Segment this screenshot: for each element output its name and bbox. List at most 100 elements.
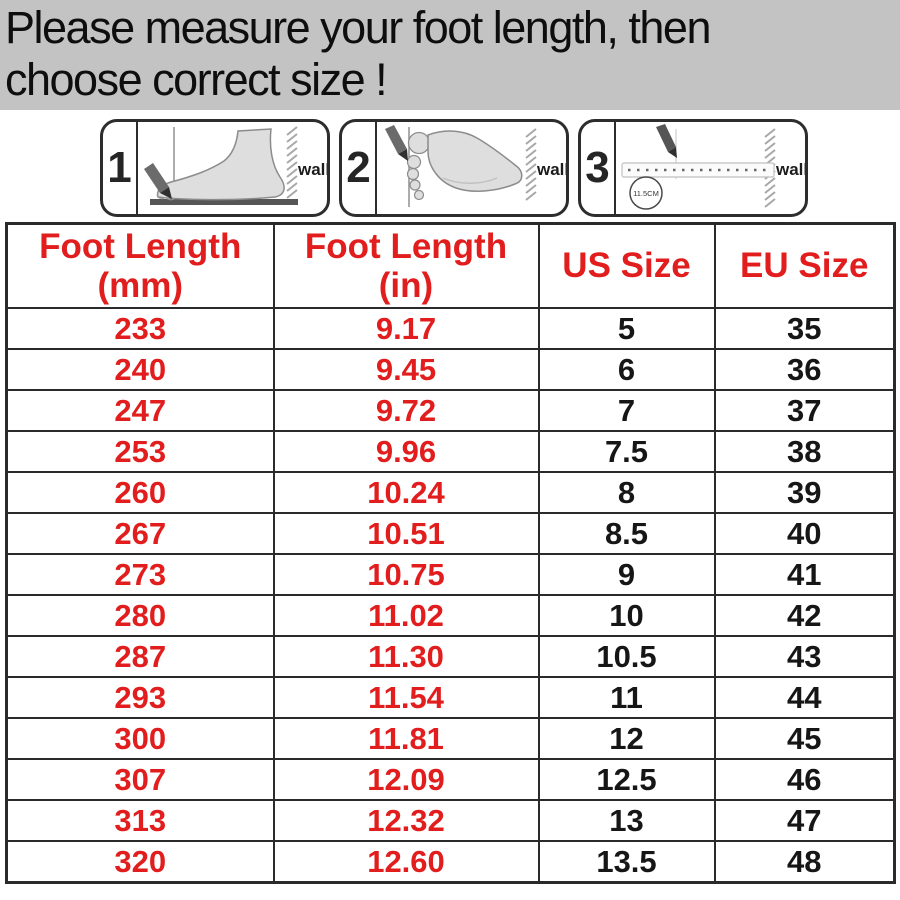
cell-us-size: 7.5: [537, 430, 716, 473]
table-row: 287 11.30 10.5 43: [5, 635, 896, 678]
ground-line: [150, 199, 298, 205]
tape: [621, 162, 775, 178]
measure-step-1: 1 wall: [100, 119, 330, 217]
col-header-foot-mm: Foot Length (mm): [5, 222, 275, 309]
cell-eu-size: 38: [713, 430, 896, 473]
ruler-icon: [621, 162, 775, 178]
cell-us-size: 12.5: [537, 758, 716, 801]
big-toe: [407, 131, 431, 155]
cell-foot-mm: 307: [5, 758, 275, 801]
cell-foot-in: 10.51: [272, 512, 540, 555]
cell-foot-mm: 233: [5, 307, 275, 350]
table-row: 267 10.51 8.5 40: [5, 512, 896, 555]
cell-foot-in: 9.72: [272, 389, 540, 432]
cell-eu-size: 36: [713, 348, 896, 391]
header-title-line1: Please measure your foot length, then: [5, 2, 711, 53]
wall-label: wall: [775, 160, 805, 179]
cell-eu-size: 35: [713, 307, 896, 350]
cell-foot-mm: 240: [5, 348, 275, 391]
cell-foot-mm: 280: [5, 594, 275, 637]
cell-us-size: 10.5: [537, 635, 716, 678]
cell-foot-mm: 253: [5, 430, 275, 473]
cell-eu-size: 42: [713, 594, 896, 637]
cell-eu-size: 44: [713, 676, 896, 719]
measure-step-2: 2 wall: [339, 119, 569, 217]
table-row: 300 11.81 12 45: [5, 717, 896, 760]
footprint-icon: [406, 130, 523, 201]
cell-eu-size: 45: [713, 717, 896, 760]
sole: [427, 130, 523, 192]
foot-side-measure-illustration: wall: [144, 126, 327, 205]
cell-foot-mm: 300: [5, 717, 275, 760]
cell-us-size: 12: [537, 717, 716, 760]
cell-eu-size: 37: [713, 389, 896, 432]
pencil-tip: [668, 147, 677, 158]
cell-eu-size: 40: [713, 512, 896, 555]
wall-hatch: [286, 126, 298, 199]
table-row: 307 12.09 12.5 46: [5, 758, 896, 801]
table-row: 260 10.24 8 39: [5, 471, 896, 514]
cell-foot-mm: 313: [5, 799, 275, 842]
cell-us-size: 13: [537, 799, 716, 842]
sole-shade: [442, 177, 498, 184]
cell-foot-mm: 273: [5, 553, 275, 596]
step-1-number: 1: [103, 122, 138, 214]
cell-foot-in: 12.09: [272, 758, 540, 801]
cell-foot-in: 10.24: [272, 471, 540, 514]
cell-us-size: 5: [537, 307, 716, 350]
footprint-measure-illustration: wall: [385, 125, 566, 207]
measurement-badge: 11.5CM: [629, 176, 663, 210]
table-row: 320 12.60 13.5 48: [5, 840, 896, 884]
cell-eu-size: 41: [713, 553, 896, 596]
cell-foot-in: 9.96: [272, 430, 540, 473]
cell-us-size: 10: [537, 594, 716, 637]
toe-detail: [156, 194, 176, 201]
toe: [406, 167, 420, 181]
pencil-tip: [160, 187, 172, 199]
table-row: 240 9.45 6 36: [5, 348, 896, 391]
step-3-number: 3: [581, 122, 616, 214]
wall-hatch: [525, 128, 537, 201]
cell-eu-size: 43: [713, 635, 896, 678]
foot-side-icon: [156, 128, 285, 201]
cell-foot-in: 9.45: [272, 348, 540, 391]
cell-foot-in: 12.60: [272, 840, 540, 884]
cell-foot-in: 11.81: [272, 717, 540, 760]
pencil-icon: [144, 163, 172, 199]
table-row: 233 9.17 5 35: [5, 307, 896, 350]
wall-label: wall: [536, 160, 566, 179]
cell-foot-mm: 247: [5, 389, 275, 432]
pencil-body: [656, 124, 676, 152]
cell-us-size: 8.5: [537, 512, 716, 555]
toe: [409, 179, 421, 191]
cell-us-size: 11: [537, 676, 716, 719]
pencil-body: [385, 125, 407, 154]
cell-eu-size: 39: [713, 471, 896, 514]
cell-us-size: 9: [537, 553, 716, 596]
cell-us-size: 8: [537, 471, 716, 514]
pencil-icon: [656, 124, 677, 158]
table-row: 247 9.72 7 37: [5, 389, 896, 432]
measurement-value: 11.5CM: [633, 189, 659, 198]
cell-us-size: 13.5: [537, 840, 716, 884]
cell-foot-mm: 287: [5, 635, 275, 678]
cell-foot-in: 11.54: [272, 676, 540, 719]
badge-circle: [629, 176, 663, 210]
table-row: 253 9.96 7.5 38: [5, 430, 896, 473]
cell-foot-mm: 267: [5, 512, 275, 555]
measure-step-3: 3 11.5CM wall: [578, 119, 808, 217]
table-row: 280 11.02 10 42: [5, 594, 896, 637]
col-header-us-size: US Size: [537, 222, 716, 309]
table-row: 313 12.32 13 47: [5, 799, 896, 842]
cell-foot-mm: 293: [5, 676, 275, 719]
pencil-icon: [385, 125, 408, 161]
table-row: 273 10.75 9 41: [5, 553, 896, 596]
measure-steps: 1 wall 2: [0, 110, 900, 222]
ruler-measure-illustration: 11.5CM wall: [621, 124, 805, 210]
cell-eu-size: 48: [713, 840, 896, 884]
cell-foot-in: 11.02: [272, 594, 540, 637]
cell-foot-in: 12.32: [272, 799, 540, 842]
cell-eu-size: 47: [713, 799, 896, 842]
col-header-eu-size: EU Size: [713, 222, 896, 309]
size-chart-table: Foot Length (mm) Foot Length (in) US Siz…: [5, 222, 896, 884]
